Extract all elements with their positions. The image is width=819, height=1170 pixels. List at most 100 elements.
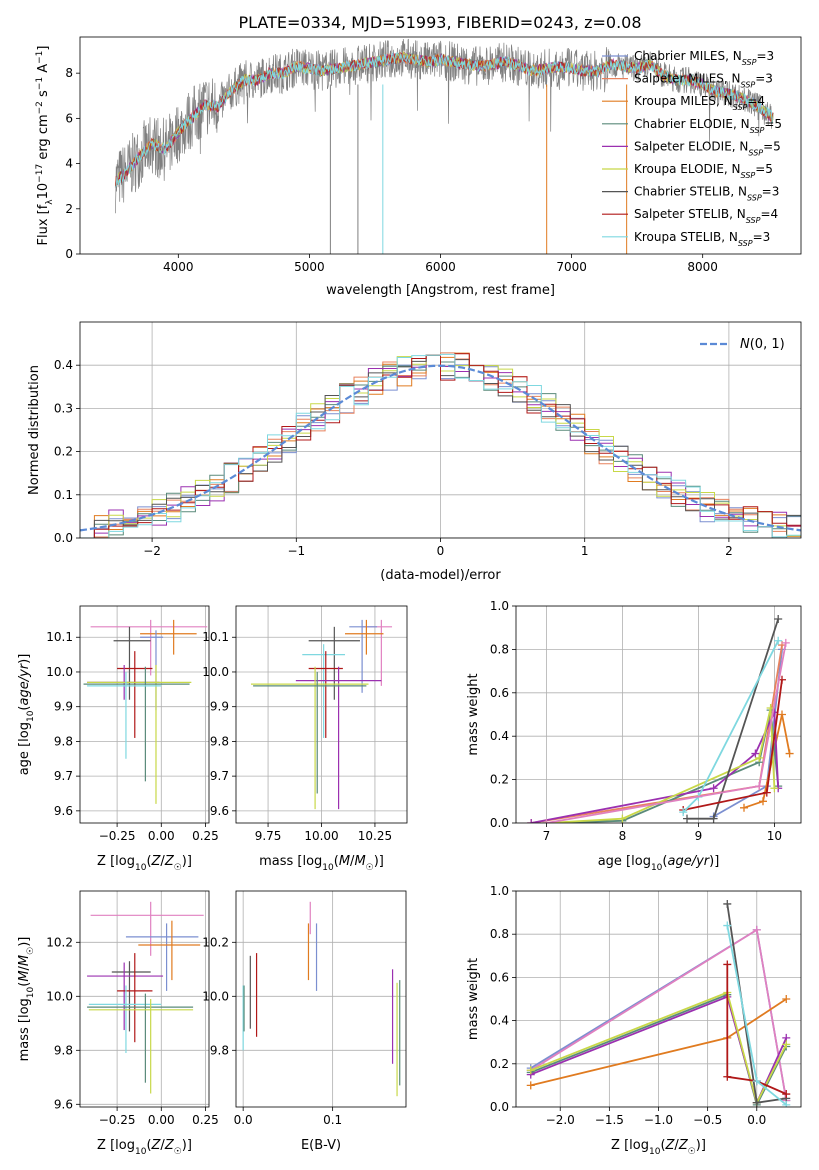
x-tick-label: 0.1 xyxy=(323,1113,342,1127)
legend-tail: =5 xyxy=(755,162,773,176)
legend-label: Kroupa STELIB, NSSP=3 xyxy=(634,230,770,248)
x-axis-label-part: / xyxy=(160,1138,165,1153)
y-tick-label: 8 xyxy=(65,66,73,80)
legend-label: Kroupa MILES, NSSP=4 xyxy=(634,94,765,112)
mass-weight-marker xyxy=(683,814,691,823)
x-axis-label-part: ( xyxy=(146,854,151,869)
legend-tail: =4 xyxy=(760,207,778,221)
legend-tail: =3 xyxy=(762,185,780,199)
y-tick-label: 4 xyxy=(65,157,73,171)
x-axis-label-part: age [log xyxy=(598,854,651,869)
axes-frame xyxy=(79,36,802,255)
mass-weight-marker xyxy=(770,784,779,793)
axes-frame xyxy=(79,605,210,824)
x-axis-label-part: ☉ xyxy=(366,863,374,873)
y-axis-label-part: ☉ xyxy=(26,947,36,955)
mass-weight-marker xyxy=(723,1072,732,1081)
y-tick-label: 0 xyxy=(65,247,73,261)
y-axis-label-part: age/yr xyxy=(17,662,32,705)
y-axis-label-part: )] xyxy=(17,654,32,664)
y-tick-label: 0.8 xyxy=(490,642,509,656)
axes-mass_vs_ebv: 0.0 0.1 9.8 10.0 10.2 xyxy=(202,890,407,1127)
legend-sub: SSP xyxy=(750,125,765,134)
model-fit-line xyxy=(115,51,774,188)
x-axis-label-part: ☉ xyxy=(688,1147,696,1157)
x-axis-label-part: 10 xyxy=(651,863,663,873)
y-axis-label-part: −1 xyxy=(35,77,45,90)
mass-weight-marker xyxy=(782,1040,791,1049)
plot-area xyxy=(236,606,407,823)
x-tick-label: 0.0 xyxy=(234,1113,253,1127)
legend-label: Salpeter ELODIE, NSSP=5 xyxy=(634,139,781,157)
legend-tail: =5 xyxy=(764,117,782,131)
y-tick-label: 10.0 xyxy=(46,989,73,1003)
axes-mass_vs_Z: −0.25 0.00 0.25 9.6 9.8 10.0 10.2 xyxy=(46,890,219,1127)
mass-weight-marker xyxy=(723,921,732,930)
y-tick-label: 9.8 xyxy=(54,1043,73,1057)
x-tick-label: 2 xyxy=(725,544,733,558)
legend-text: Kroupa STELIB, N xyxy=(634,230,738,244)
legend-text: Chabrier STELIB, N xyxy=(634,185,747,199)
figure-title: PLATE=0334, MJD=51993, FIBERID=0243, z=0… xyxy=(238,13,641,32)
x-axis-label-part: / xyxy=(350,854,355,869)
x-axis-label-part: 10 xyxy=(322,863,334,873)
x-axis-label-part: Z [log xyxy=(611,1138,649,1153)
y-axis-label-part: s xyxy=(36,90,51,101)
axes-frame xyxy=(79,321,802,539)
x-axis-label-part: Z xyxy=(151,1138,162,1153)
legend-text: Salpeter MILES, N xyxy=(634,72,741,86)
x-tick-label: 7000 xyxy=(556,260,587,274)
y-axis-label-part: λ xyxy=(45,199,55,205)
y-tick-label: 10.0 xyxy=(202,665,229,679)
x-tick-label: −1 xyxy=(287,544,305,558)
x-axis-label-part: ☉ xyxy=(174,863,182,873)
y-axis-label: Flux [fλ10−17 erg cm−2 s−1 A−1] xyxy=(35,46,55,246)
y-tick-label: 10.0 xyxy=(202,989,229,1003)
gaussian-curve xyxy=(80,364,801,532)
y-tick-label: 9.8 xyxy=(210,734,229,748)
legend-text: Kroupa ELODIE, N xyxy=(634,162,741,176)
x-axis-label-part: Z xyxy=(665,1138,676,1153)
legend-sub: SSP xyxy=(738,238,753,247)
x-axis-label-part: Z [log xyxy=(97,854,135,869)
legend-tail: =5 xyxy=(763,139,781,153)
mass-weight-marker xyxy=(752,925,761,934)
x-axis-label-part: )] xyxy=(182,854,192,869)
y-tick-label: 2 xyxy=(65,202,73,216)
y-tick-label: 9.6 xyxy=(54,1097,73,1111)
mass-weight-marker xyxy=(755,753,764,762)
mass-weight-marker xyxy=(752,1098,761,1107)
y-tick-label: 0.4 xyxy=(490,1014,509,1028)
legend-sub: SSP xyxy=(741,171,756,180)
y-tick-label: 9.8 xyxy=(54,734,73,748)
mass-weight-marker xyxy=(752,1077,761,1086)
legend-sub: SSP xyxy=(746,216,761,225)
x-tick-label: −2.0 xyxy=(546,1113,575,1127)
mass-weight-line xyxy=(546,707,776,823)
x-axis-label-part: ( xyxy=(662,854,667,869)
x-tick-label: 0.0 xyxy=(747,1113,766,1127)
x-tick-label: 0 xyxy=(437,544,445,558)
x-axis-label-part: Z [log xyxy=(97,1138,135,1153)
legend-label: N(0, 1) xyxy=(740,337,785,352)
x-tick-label: 1 xyxy=(581,544,589,558)
x-tick-label: 8 xyxy=(619,829,627,843)
legend-tail: =3 xyxy=(755,72,773,86)
y-tick-label: 0.0 xyxy=(490,1100,509,1114)
x-tick-label: 9 xyxy=(695,829,703,843)
x-axis-label-part: )] xyxy=(182,1138,192,1153)
mass-weight-marker xyxy=(527,819,536,823)
x-tick-label: 10.00 xyxy=(304,829,338,843)
y-tick-label: 0.6 xyxy=(490,970,509,984)
legend-label: Kroupa ELODIE, NSSP=5 xyxy=(634,162,773,180)
x-axis-label: Z [log10(Z/Z☉)] xyxy=(97,1138,192,1157)
y-axis-label: age [log10(age/yr)] xyxy=(17,654,36,776)
x-tick-label: −2 xyxy=(143,544,161,558)
legend-label: Chabrier ELODIE, NSSP=5 xyxy=(634,117,782,135)
x-tick-label: 0.25 xyxy=(192,1113,219,1127)
legend-sub: SSP xyxy=(747,193,762,202)
y-tick-label: 0.2 xyxy=(54,445,73,459)
y-axis-label-part: −2 xyxy=(35,101,45,114)
y-axis-label-part: age [log xyxy=(17,722,32,775)
